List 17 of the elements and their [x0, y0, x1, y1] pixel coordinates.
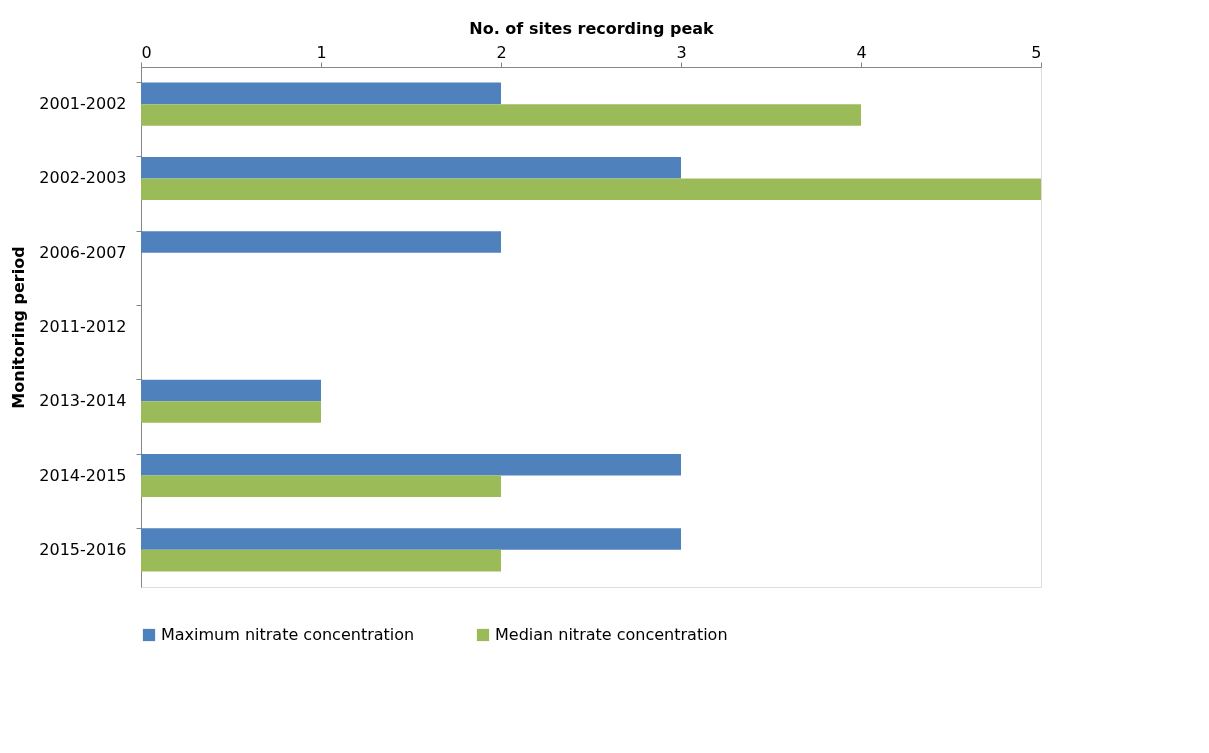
- x-tick-label: 2: [496, 42, 507, 62]
- y-tick-label: 2001-2002: [39, 94, 127, 114]
- y-tick-label: 2014-2015: [39, 465, 127, 485]
- y-tick-label: 2002-2003: [39, 168, 127, 188]
- legend-label: Maximum nitrate concentration: [161, 625, 415, 644]
- y-tick-label: 2006-2007: [39, 242, 127, 262]
- y-tick-label: 2015-2016: [39, 539, 127, 559]
- x-tick-label: 5: [1031, 42, 1042, 62]
- x-axis-title: No. of sites recording peak: [469, 18, 715, 38]
- y-tick-label: 2013-2014: [39, 391, 127, 411]
- x-tick-label: 1: [316, 42, 327, 62]
- y-axis-title: Monitoring period: [9, 246, 29, 409]
- x-tick-label: 0: [141, 42, 152, 62]
- x-tick-label: 4: [856, 42, 867, 62]
- legend-label: Median nitrate concentration: [495, 625, 728, 644]
- x-tick-label: 3: [676, 42, 687, 62]
- y-tick-label: 2011-2012: [39, 317, 127, 336]
